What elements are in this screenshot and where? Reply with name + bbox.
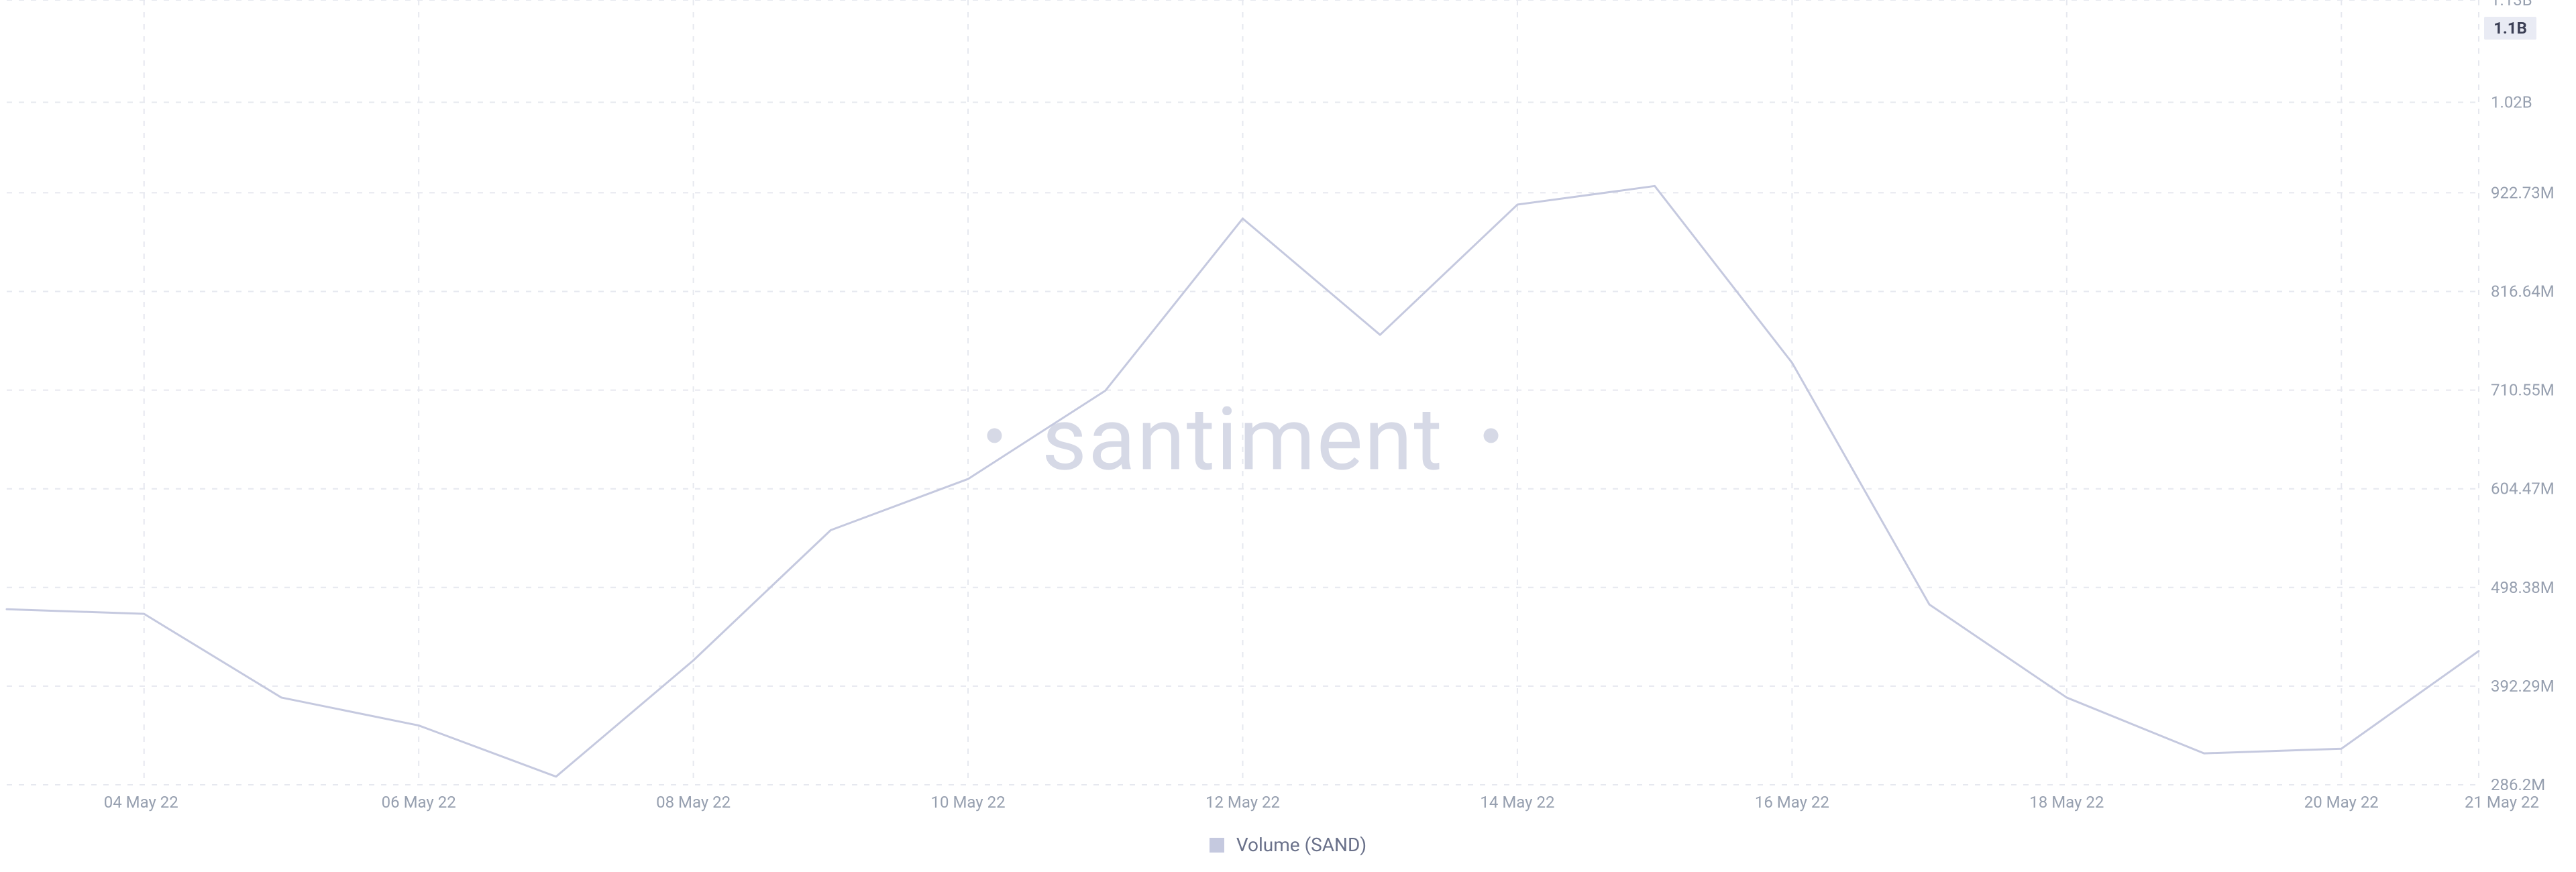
- x-axis-label: 21 May 22: [2465, 793, 2539, 812]
- watermark-dot: [987, 428, 1002, 443]
- y-axis-label: 1.13B: [2491, 0, 2532, 9]
- volume-chart: santiment 286.2M 392.29M 498.38M 604.47M 710.…: [0, 0, 2576, 872]
- y-axis-label: 1.02B: [2491, 93, 2532, 112]
- x-axis-label: 08 May 22: [656, 793, 731, 812]
- watermark-text: santiment: [1042, 388, 1444, 490]
- y-axis-label: 816.64M: [2491, 282, 2555, 301]
- x-axis-label: 16 May 22: [1755, 793, 1829, 812]
- x-axis-label: 04 May 22: [104, 793, 178, 812]
- y-axis-label: 392.29M: [2491, 677, 2555, 696]
- y-axis-label: 604.47M: [2491, 480, 2555, 498]
- y-axis-label: 922.73M: [2491, 183, 2555, 202]
- x-axis-label: 12 May 22: [1205, 793, 1280, 812]
- y-axis-label: 498.38M: [2491, 578, 2555, 597]
- x-axis-label: 14 May 22: [1480, 793, 1554, 812]
- x-axis-label: 10 May 22: [931, 793, 1006, 812]
- x-axis-label: 20 May 22: [2304, 793, 2379, 812]
- x-axis-label: 06 May 22: [382, 793, 456, 812]
- y-axis-label: 286.2M: [2491, 775, 2545, 794]
- chart-legend: Volume (SAND): [0, 834, 2576, 856]
- y-axis-label: 710.55M: [2491, 381, 2555, 400]
- chart-svg: santiment 286.2M 392.29M 498.38M 604.47M 710.…: [0, 0, 2576, 872]
- x-axis-label: 18 May 22: [2029, 793, 2104, 812]
- legend-label: Volume (SAND): [1236, 834, 1366, 856]
- watermark-dot: [1484, 428, 1499, 443]
- last-value-badge: 1.1B: [2484, 17, 2536, 40]
- legend-swatch: [1210, 838, 1224, 853]
